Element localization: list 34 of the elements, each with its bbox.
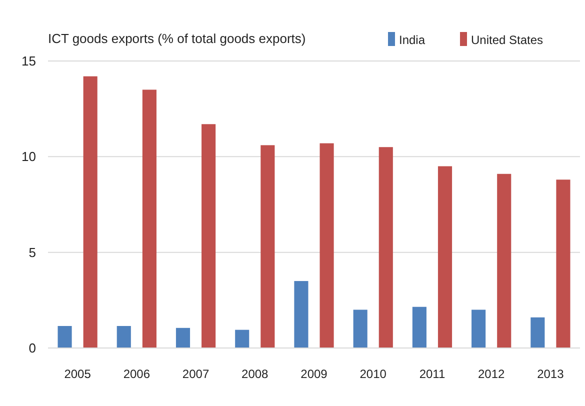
legend-label: India bbox=[399, 33, 426, 47]
x-tick-label: 2012 bbox=[478, 367, 506, 381]
y-tick-label: 0 bbox=[28, 340, 36, 356]
y-tick-label: 15 bbox=[22, 54, 36, 69]
x-tick-label: 2009 bbox=[300, 367, 328, 381]
bar bbox=[260, 145, 275, 348]
bar bbox=[353, 310, 368, 348]
bar bbox=[472, 310, 486, 348]
x-tick-label: 2007 bbox=[182, 367, 210, 381]
bar bbox=[320, 143, 334, 348]
chart-title: ICT goods exports (% of total goods exports) bbox=[48, 31, 306, 46]
x-tick-label: 2008 bbox=[242, 367, 269, 381]
y-tick-label: 5 bbox=[28, 244, 36, 260]
y-tick-label: 10 bbox=[22, 149, 36, 164]
x-tick-label: 2010 bbox=[360, 367, 387, 381]
bar bbox=[142, 90, 156, 348]
bar bbox=[378, 147, 393, 348]
bar bbox=[438, 166, 452, 348]
bar bbox=[116, 326, 131, 348]
bar bbox=[294, 281, 308, 348]
bar bbox=[412, 306, 426, 348]
bar bbox=[556, 180, 570, 348]
x-tick-label: 2005 bbox=[64, 367, 92, 381]
bar bbox=[202, 124, 216, 348]
bar bbox=[235, 330, 250, 348]
legend-label: United States bbox=[471, 33, 544, 47]
bar bbox=[83, 76, 98, 348]
bar bbox=[530, 317, 545, 348]
x-tick-label: 2013 bbox=[537, 367, 564, 381]
x-tick-label: 2006 bbox=[123, 367, 150, 381]
x-tick-label: 2011 bbox=[419, 367, 446, 381]
bar bbox=[497, 174, 512, 348]
bar bbox=[58, 326, 72, 348]
bar bbox=[176, 328, 190, 348]
